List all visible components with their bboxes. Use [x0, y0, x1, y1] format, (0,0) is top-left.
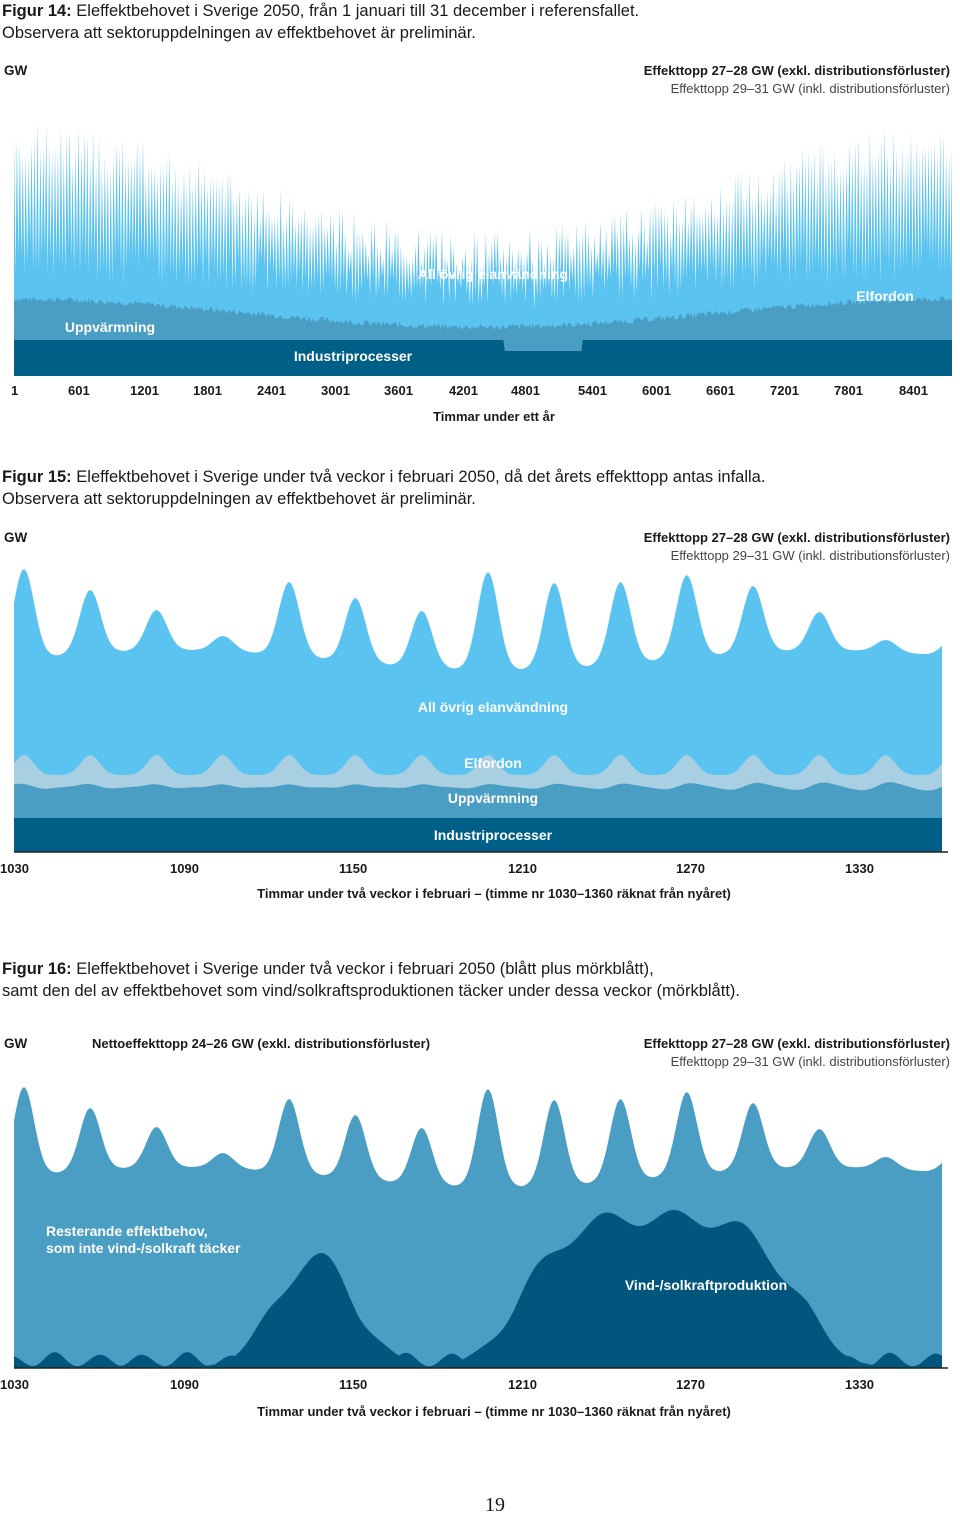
fig16-tick-1330: 1330 [845, 1377, 874, 1392]
fig14-tick-6601: 6601 [706, 383, 735, 398]
fig14-caption-line2: Observera att sektoruppdelningen av effe… [2, 24, 476, 42]
fig15-caption-text: Eleffektbehovet i Sverige under två veck… [71, 468, 766, 486]
fig15-chart: GW Effekttopp 27–28 GW (exkl. distributi… [0, 530, 950, 901]
fig14-tick-7801: 7801 [834, 383, 863, 398]
fig14-tick-2401: 2401 [257, 383, 286, 398]
fig16-caption-prefix: Figur 16: [2, 960, 72, 978]
fig14-label-industry: Industriprocesser [294, 348, 413, 364]
fig15-tick-1330: 1330 [845, 861, 874, 876]
fig14-tick-7201: 7201 [770, 383, 799, 398]
fig15-tick-1270: 1270 [676, 861, 705, 876]
fig16-gw-label: GW [4, 1036, 28, 1051]
fig16-caption: Figur 16: Eleffektbehovet i Sverige unde… [2, 958, 740, 1002]
fig14-label-ev: Elfordon [856, 288, 914, 304]
fig15-area-other [14, 569, 942, 776]
fig14-caption-text: Eleffektbehovet i Sverige 2050, från 1 j… [71, 2, 640, 20]
fig15-label-heating: Uppvärmning [448, 790, 538, 806]
fig14-gw-label: GW [4, 63, 28, 78]
fig14-area-heating [14, 296, 952, 351]
fig16-label-residual-2: som inte vind-/solkraft täcker [46, 1240, 241, 1256]
fig15-tick-1210: 1210 [508, 861, 537, 876]
page-number: 19 [485, 1494, 505, 1516]
fig14-x-axis-label: Timmar under ett år [433, 409, 555, 424]
fig15-label-ev: Elfordon [464, 755, 522, 771]
fig14-area-industry [14, 340, 952, 376]
fig16-tick-1150: 1150 [339, 1377, 367, 1392]
fig15-area-industry [14, 818, 942, 852]
fig16-tick-1030: 1030 [0, 1377, 29, 1392]
fig15-gw-label: GW [4, 530, 28, 545]
fig15-x-ticks: 1030 1090 1150 1210 1270 1330 [0, 861, 874, 876]
fig15-tick-1030: 1030 [0, 861, 29, 876]
fig16-net-peak: Nettoeffekttopp 24–26 GW (exkl. distribu… [92, 1036, 430, 1051]
fig14-area-other [14, 121, 952, 331]
fig14-chart: GW Effekttopp 27–28 GW (exkl. distributi… [4, 63, 952, 424]
fig14-peak-incl: Effekttopp 29–31 GW (inkl. distributions… [671, 81, 950, 96]
fig15-tick-1150: 1150 [339, 861, 367, 876]
fig14-caption: Figur 14: Eleffektbehovet i Sverige 2050… [2, 0, 639, 44]
fig16-caption-line2: samt den del av effektbehovet som vind/s… [2, 982, 740, 1000]
fig14-tick-1201: 1201 [130, 383, 159, 398]
fig14-label-other: All övrig elanvändning [418, 266, 568, 282]
fig14-tick-1801: 1801 [193, 383, 222, 398]
fig15-x-axis-label: Timmar under två veckor i februari – (ti… [257, 886, 731, 901]
fig16-tick-1270: 1270 [676, 1377, 705, 1392]
fig16-area-wind-solar [14, 1210, 942, 1368]
fig15-peak-excl: Effekttopp 27–28 GW (exkl. distributions… [644, 530, 950, 545]
fig14-tick-3001: 3001 [321, 383, 350, 398]
fig16-caption-text: Eleffektbehovet i Sverige under två veck… [71, 960, 654, 978]
fig15-tick-1090: 1090 [170, 861, 199, 876]
fig15-caption: Figur 15: Eleffektbehovet i Sverige unde… [2, 466, 765, 510]
fig16-x-axis-label: Timmar under två veckor i februari – (ti… [257, 1404, 731, 1419]
fig15-area-heating [14, 782, 942, 818]
fig16-peak-excl: Effekttopp 27–28 GW (exkl. distributions… [644, 1036, 950, 1051]
fig14-tick-4201: 4201 [449, 383, 478, 398]
fig14-label-heating: Uppvärmning [65, 319, 155, 335]
fig14-x-ticks: 1 601 1201 1801 2401 3001 3601 4201 4801 5401 6001… [11, 383, 928, 398]
fig14-peak-excl: Effekttopp 27–28 GW (exkl. distributions… [644, 63, 950, 78]
fig16-label-residual-1: Resterande effektbehov, [46, 1223, 208, 1239]
fig14-tick-601: 601 [68, 383, 90, 398]
fig14-tick-8401: 8401 [899, 383, 928, 398]
fig16-tick-1210: 1210 [508, 1377, 537, 1392]
fig15-caption-prefix: Figur 15: [2, 468, 72, 486]
fig14-tick-5401: 5401 [578, 383, 607, 398]
fig14-tick-1: 1 [11, 383, 18, 398]
fig16-x-ticks: 1030 1090 1150 1210 1270 1330 [0, 1377, 874, 1392]
fig15-area-ev [14, 755, 942, 792]
fig15-peak-incl: Effekttopp 29–31 GW (inkl. distributions… [671, 548, 950, 563]
fig15-label-industry: Industriprocesser [434, 827, 553, 843]
fig14-tick-3601: 3601 [384, 383, 413, 398]
fig14-tick-6001: 6001 [642, 383, 671, 398]
fig15-label-other: All övrig elanvändning [418, 699, 568, 715]
fig16-peak-incl: Effekttopp 29–31 GW (inkl. distributions… [671, 1054, 950, 1069]
fig16-chart: GW Nettoeffekttopp 24–26 GW (exkl. distr… [0, 1036, 950, 1419]
fig16-tick-1090: 1090 [170, 1377, 199, 1392]
fig16-label-wind-solar: Vind-/solkraftproduktion [625, 1277, 787, 1293]
fig14-caption-prefix: Figur 14: [2, 2, 72, 20]
fig15-caption-line2: Observera att sektoruppdelningen av effe… [2, 490, 476, 508]
fig14-tick-4801: 4801 [511, 383, 540, 398]
